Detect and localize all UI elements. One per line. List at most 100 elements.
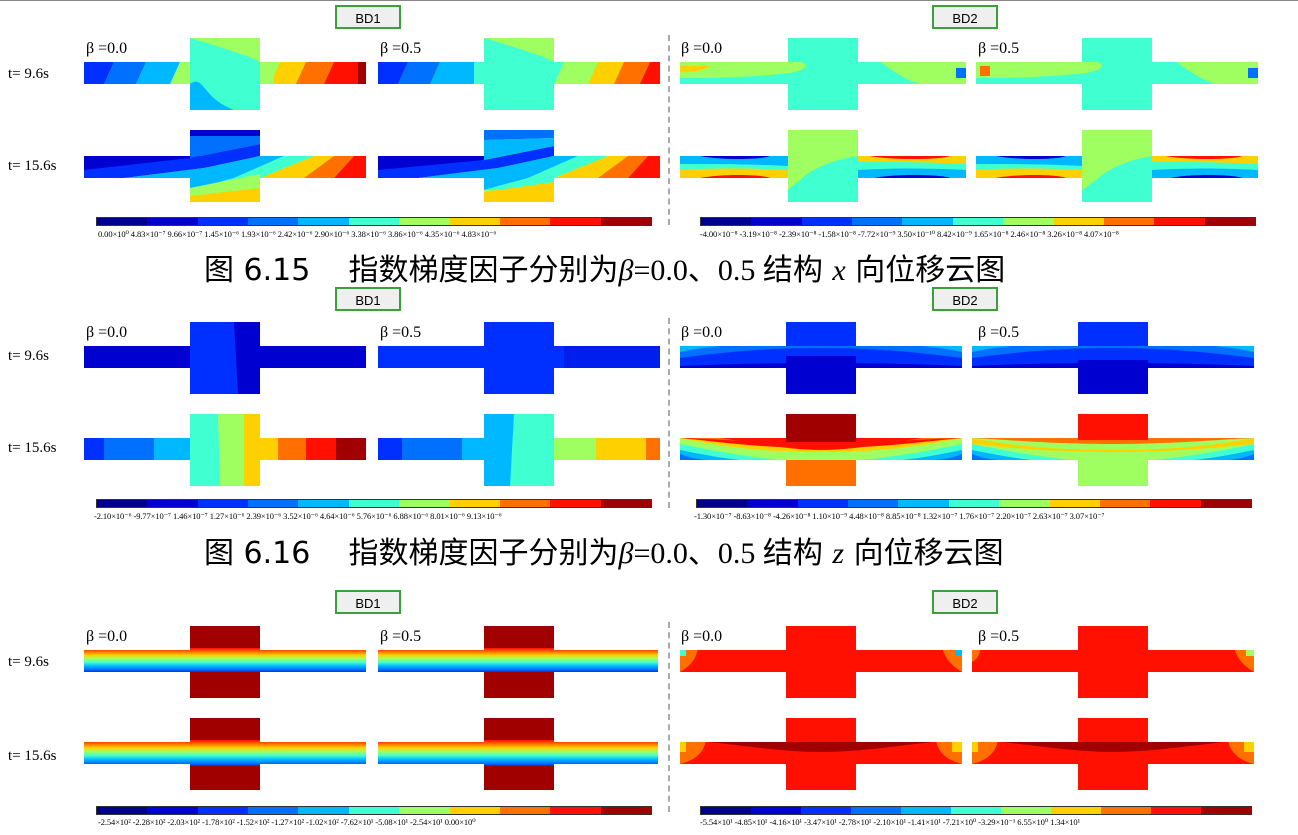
colorbar-segment <box>499 807 551 814</box>
colorbar-segment <box>901 807 951 814</box>
beta-label-0-bd2: β =0.0 <box>681 324 723 341</box>
colorbar-segment <box>248 807 299 814</box>
contour-plot <box>680 38 966 110</box>
time-label-15-6: t= 15.6s <box>8 440 57 456</box>
colorbar-segment <box>348 500 400 507</box>
colorbar-segment <box>197 500 249 507</box>
colorbar-segment <box>801 218 853 225</box>
colorbar-segment <box>147 500 198 507</box>
colorbar-segment <box>1099 500 1151 507</box>
colorbar-segment <box>697 500 748 507</box>
colorbar-segment <box>852 218 903 225</box>
colorbar-segment <box>499 500 551 507</box>
colorbar-segment <box>951 807 1001 814</box>
bd2-tag: BD2 <box>932 287 998 311</box>
bd1-tag: BD1 <box>335 287 401 311</box>
contour-plot <box>378 130 660 202</box>
colorbar-segment <box>248 218 299 225</box>
colorbar-segment <box>848 500 899 507</box>
colorbar-ticks-right: -5.54×10¹ -4.85×10¹ -4.16×10¹ -3.47×10¹ … <box>700 817 1081 827</box>
colorbar-segment <box>948 500 1000 507</box>
contour-plot-pair <box>680 626 1254 698</box>
colorbar-ticks-left: -2.10×10⁻⁶ -9.77×10⁻⁷ 1.46×10⁻⁷ 1.27×10⁻… <box>94 511 502 521</box>
time-label-15-6: t= 15.6s <box>8 748 57 764</box>
colorbar-segment <box>1103 218 1155 225</box>
colorbar-segment <box>1200 500 1251 507</box>
colorbar-segment <box>747 500 798 507</box>
colorbar-segment <box>399 500 450 507</box>
colorbar-segment <box>97 218 148 225</box>
contour-plot <box>976 130 1258 202</box>
colorbar-segment <box>1151 807 1201 814</box>
colorbar-segment <box>449 807 500 814</box>
colorbar-segment <box>499 218 551 225</box>
colorbar-segment <box>600 500 651 507</box>
time-label-15-6: t= 15.6s <box>8 158 57 174</box>
colorbar-left <box>96 217 652 226</box>
colorbar-segment <box>449 500 500 507</box>
colorbar-segment <box>701 218 752 225</box>
contour-plot <box>378 322 660 394</box>
colorbar-segment <box>1001 807 1051 814</box>
colorbar-segment <box>999 500 1050 507</box>
beta-label-05-bd2: β =0.5 <box>978 628 1020 645</box>
colorbar-segment <box>550 500 601 507</box>
bd1-tag: BD1 <box>335 5 401 29</box>
beta-label-0: β =0.0 <box>86 324 128 341</box>
colorbar-segment <box>751 218 802 225</box>
time-label-9-6: t= 9.6s <box>8 66 49 82</box>
colorbar-segment <box>600 218 651 225</box>
colorbar-segment <box>1154 218 1205 225</box>
colorbar-segment <box>399 218 450 225</box>
colorbar-segment <box>1053 218 1104 225</box>
colorbar-segment <box>197 218 249 225</box>
figure-caption: 图 6.16 指数梯度因子分别为β=0.0、0.5 结构 z 向位移云图 <box>204 536 1004 571</box>
time-label-9-6: t= 9.6s <box>8 348 49 364</box>
beta-label-05-bd2: β =0.5 <box>978 324 1020 341</box>
colorbar-ticks-left: -2.54×10² -2.28×10² -2.03×10² -1.78×10² … <box>98 817 476 827</box>
contour-plot <box>680 130 966 202</box>
colorbar-segment <box>550 218 601 225</box>
colorbar-segment <box>399 807 450 814</box>
contour-plot <box>378 38 660 110</box>
bd2-tag: BD2 <box>932 5 998 29</box>
colorbar-segment <box>197 807 249 814</box>
colorbar-segment <box>348 807 400 814</box>
colorbar-segment <box>147 807 198 814</box>
beta-label-05: β =0.5 <box>380 40 422 57</box>
colorbar-segment <box>797 500 849 507</box>
contour-plot <box>84 322 366 394</box>
colorbar-segment <box>1051 807 1101 814</box>
colorbar-segment <box>147 218 198 225</box>
colorbar-segment <box>952 218 1004 225</box>
figure-caption: 图 6.15 指数梯度因子分别为β=0.0、0.5 结构 x 向位移云图 <box>204 253 1006 288</box>
colorbar-ticks-left: 0.00×10⁰ 4.83×10⁻⁷ 9.66×10⁻⁷ 1.45×10⁻⁶ 1… <box>98 229 497 239</box>
panel-divider <box>668 622 670 812</box>
contour-plot-pair <box>84 626 658 698</box>
colorbar-segment <box>449 218 500 225</box>
contour-plot-pair <box>84 718 658 790</box>
beta-label-05-bd2: β =0.5 <box>978 40 1020 57</box>
colorbar-segment <box>1204 218 1255 225</box>
beta-label-05: β =0.5 <box>380 628 422 645</box>
beta-label-0: β =0.0 <box>86 40 128 57</box>
colorbar-segment <box>97 500 148 507</box>
colorbar-segment <box>751 807 801 814</box>
panel-divider <box>668 35 670 225</box>
colorbar-segment <box>298 807 349 814</box>
colorbar-segment <box>1049 500 1100 507</box>
colorbar-right <box>700 217 1256 226</box>
colorbar-right <box>700 806 1252 815</box>
colorbar-segment <box>298 218 349 225</box>
colorbar-segment <box>348 218 400 225</box>
bd1-tag: BD1 <box>335 590 401 614</box>
contour-plot <box>680 322 962 394</box>
colorbar-left <box>96 499 652 508</box>
colorbar-segment <box>1150 500 1201 507</box>
contour-plot <box>84 130 366 202</box>
bd2-tag: BD2 <box>932 590 998 614</box>
colorbar-segment <box>298 500 349 507</box>
beta-label-0-bd2: β =0.0 <box>681 628 723 645</box>
beta-label-0: β =0.0 <box>86 628 128 645</box>
time-label-9-6: t= 9.6s <box>8 654 49 670</box>
